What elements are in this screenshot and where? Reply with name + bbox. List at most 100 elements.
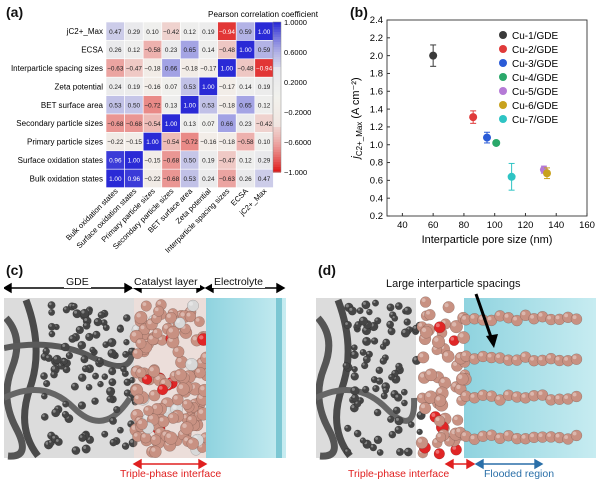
catalyst-particle-highlight <box>470 355 475 359</box>
y-tick-label: 0.4 <box>370 193 383 204</box>
catalyst-particle-highlight <box>198 409 204 414</box>
carbon-particle <box>77 340 87 350</box>
carbon-particle <box>101 430 109 438</box>
carbon-particle <box>109 438 118 447</box>
carbon-particle-highlight <box>76 327 80 330</box>
colorbar-segment <box>273 44 281 48</box>
catalyst-particle-highlight <box>555 433 560 438</box>
carbon-particle <box>71 446 81 456</box>
carbon-particle-highlight <box>357 308 361 311</box>
catalyst-particles <box>415 296 583 460</box>
catalyst-particle-highlight <box>132 386 137 391</box>
carbon-particle-highlight <box>43 348 47 352</box>
carbon-particle <box>61 410 70 419</box>
carbon-particle <box>80 355 89 364</box>
heatmap-cell-value: 1.00 <box>258 29 271 36</box>
carbon-particle <box>359 348 367 356</box>
carbon-particle-highlight <box>375 409 378 413</box>
carbon-particle <box>361 385 370 394</box>
heatmap-cell-value: −0.54 <box>163 139 180 146</box>
colorbar-segment <box>273 34 281 38</box>
catalyst-particle-highlight <box>421 298 426 303</box>
catalyst-particle <box>181 399 193 410</box>
carbon-particle-highlight <box>108 350 112 354</box>
carbon-particle <box>351 344 358 351</box>
carbon-particle-highlight <box>124 340 127 343</box>
panel-d-illustration: Large interparticle spacings Triple-phas… <box>314 278 600 485</box>
panel-label-d: (d) <box>318 262 336 278</box>
heatmap-cell-value: −0.47 <box>219 158 236 165</box>
catalyst-particle-highlight <box>426 392 431 398</box>
catalyst-particle-highlight <box>142 302 147 307</box>
catalyst-particle-highlight <box>132 411 137 416</box>
carbon-particle-highlight <box>366 351 370 355</box>
heatmap-row-label: Zeta potential <box>55 82 104 91</box>
carbon-particle-highlight <box>387 304 391 308</box>
carbon-particle <box>97 311 106 319</box>
catalyst-particle-highlight <box>435 450 440 454</box>
catalyst-particle <box>171 393 184 406</box>
carbon-particle <box>123 338 130 346</box>
carbon-particle-highlight <box>372 377 375 380</box>
colorbar-segment <box>273 57 281 61</box>
data-point <box>483 133 491 142</box>
catalyst-particle <box>147 365 161 378</box>
carbon-particle-highlight <box>345 304 349 308</box>
carbon-particle-highlight <box>351 387 355 391</box>
catalyst-particle-highlight <box>547 354 551 359</box>
carbon-particle-highlight <box>409 422 412 425</box>
catalyst-particle-highlight <box>159 417 164 422</box>
legend-label: Cu-6/GDE <box>512 101 558 112</box>
heatmap-row-label: Primary particle sizes <box>27 138 103 147</box>
carbon-particle <box>44 354 53 363</box>
catalyst-particle-highlight <box>162 399 168 404</box>
large-spacings-label: Large interparticle spacings <box>386 278 521 290</box>
carbon-particle <box>372 384 380 393</box>
legend-label: Cu-1/GDE <box>512 31 558 42</box>
catalyst-particle-highlight <box>144 407 149 411</box>
legend-label: Cu-2/GDE <box>512 45 558 56</box>
carbon-particle <box>77 401 87 410</box>
heatmap-cell <box>254 168 274 188</box>
triple-phase-interface-label-c: Triple-phase interface <box>120 468 222 480</box>
catalyst-particle <box>184 310 197 323</box>
plot-frame <box>386 19 588 217</box>
carbon-particle-highlight <box>351 373 355 377</box>
colorbar-segment <box>273 32 281 36</box>
catalyst-particle <box>180 421 194 435</box>
catalyst-particle-highlight <box>418 323 423 327</box>
carbon-particle-highlight <box>351 405 355 409</box>
heatmap-cell-value: 0.50 <box>183 158 196 165</box>
heatmap-cell-value: 1.00 <box>202 84 215 91</box>
catalyst-particle-highlight <box>202 353 207 358</box>
carbon-particle-highlight <box>83 445 87 449</box>
carbon-particle-highlight <box>343 363 347 366</box>
colorbar-tick-label: 0.6000 <box>284 48 307 57</box>
heatmap-cell-value: 0.19 <box>258 84 271 91</box>
catalyst-particle-highlight <box>196 368 201 373</box>
carbon-particle-highlight <box>404 319 408 323</box>
catalyst-particle <box>442 301 455 314</box>
catalyst-particle-highlight <box>188 416 192 421</box>
carbon-particle-highlight <box>387 321 391 325</box>
carbon-particle-highlight <box>417 429 420 432</box>
carbon-particle-highlight <box>49 331 52 334</box>
catalyst-particle-highlight <box>169 414 174 419</box>
carbon-particle <box>62 400 70 408</box>
catalyst-particle-highlight <box>564 435 568 440</box>
carbon-particle-highlight <box>402 400 405 403</box>
heatmap-cell-value: 0.19 <box>202 158 215 165</box>
legend-marker <box>499 115 507 123</box>
colorbar-segment <box>273 47 281 51</box>
y-tick-label: 1.2 <box>370 122 383 133</box>
heatmap-cell-value: 1.00 <box>165 121 178 128</box>
carbon-particle <box>70 382 79 391</box>
carbon-particle <box>375 377 384 385</box>
catalyst-particle-highlight <box>180 312 185 317</box>
y-tick-label: 1.8 <box>370 69 383 80</box>
carbon-particle <box>394 302 403 311</box>
colorbar-segment <box>273 72 281 76</box>
carbon-particle-highlight <box>110 418 114 421</box>
heatmap-cell-value: 0.12 <box>183 29 196 36</box>
heatmap-cell-value: 1.00 <box>221 66 234 73</box>
